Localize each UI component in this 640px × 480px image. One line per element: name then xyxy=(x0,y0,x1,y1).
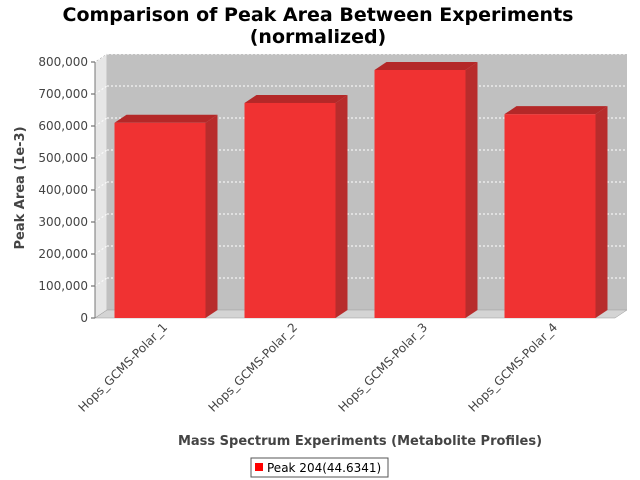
y-axis-label: Peak Area (1e-3) xyxy=(13,126,28,249)
legend: Peak 204(44.6341) xyxy=(250,457,389,478)
y-tick-label: 600,000 xyxy=(38,119,88,133)
x-tick-label: Hops_GCMS-Polar_1 xyxy=(76,320,170,414)
bar-top xyxy=(114,114,218,123)
legend-swatch xyxy=(255,463,263,471)
gridline-wall xyxy=(94,117,108,127)
y-axis: 0 100,000 200,000 300,000 400,000 500,000 600,… xyxy=(38,55,96,325)
y-tick-label: 300,000 xyxy=(38,215,88,229)
gridline-wall xyxy=(94,181,108,191)
bar-front xyxy=(114,122,206,318)
y-tick-label: 200,000 xyxy=(38,247,88,261)
bar xyxy=(114,114,218,318)
bar-top xyxy=(374,62,478,70)
bars xyxy=(114,62,608,319)
bar-side xyxy=(205,114,218,318)
bar xyxy=(374,62,478,318)
gridline-wall xyxy=(94,277,108,287)
bar-top xyxy=(244,94,348,103)
bar xyxy=(504,106,608,318)
bar-front xyxy=(374,70,466,318)
x-axis-label: Mass Spectrum Experiments (Metabolite Pr… xyxy=(178,434,542,449)
x-tick-label: Hops_GCMS-Polar_2 xyxy=(206,320,300,414)
y-tick-label: 0 xyxy=(80,311,88,325)
bar-side xyxy=(595,106,608,318)
bar-top xyxy=(504,106,608,115)
x-tick-label: Hops_GCMS-Polar_4 xyxy=(466,320,560,414)
y-tick-label: 800,000 xyxy=(38,55,88,69)
legend-label: Peak 204(44.6341) xyxy=(267,461,381,475)
bar-front xyxy=(504,114,596,318)
gridline-wall xyxy=(94,245,108,255)
bar-front xyxy=(244,102,336,319)
gridline-wall xyxy=(94,213,108,223)
y-tick-label: 500,000 xyxy=(38,151,88,165)
x-tick-label: Hops_GCMS-Polar_3 xyxy=(336,320,430,414)
y-tick-label: 400,000 xyxy=(38,183,88,197)
bar-side xyxy=(465,62,478,318)
bar xyxy=(244,94,348,319)
legend-box xyxy=(250,457,389,478)
y-tick-label: 100,000 xyxy=(38,279,88,293)
x-tick-labels: Hops_GCMS-Polar_1 Hops_GCMS-Polar_2 Hops_G… xyxy=(76,320,560,414)
gridline-wall xyxy=(94,85,108,95)
bar-side xyxy=(335,94,348,319)
gridline-wall xyxy=(94,149,108,159)
y-tick-label: 700,000 xyxy=(38,87,88,101)
gridline-wall xyxy=(94,53,108,63)
plot-wall xyxy=(94,53,108,319)
chart-title-line-2: (normalized) xyxy=(250,26,387,48)
chart-title-line-1: Comparison of Peak Area Between Experime… xyxy=(63,4,574,26)
